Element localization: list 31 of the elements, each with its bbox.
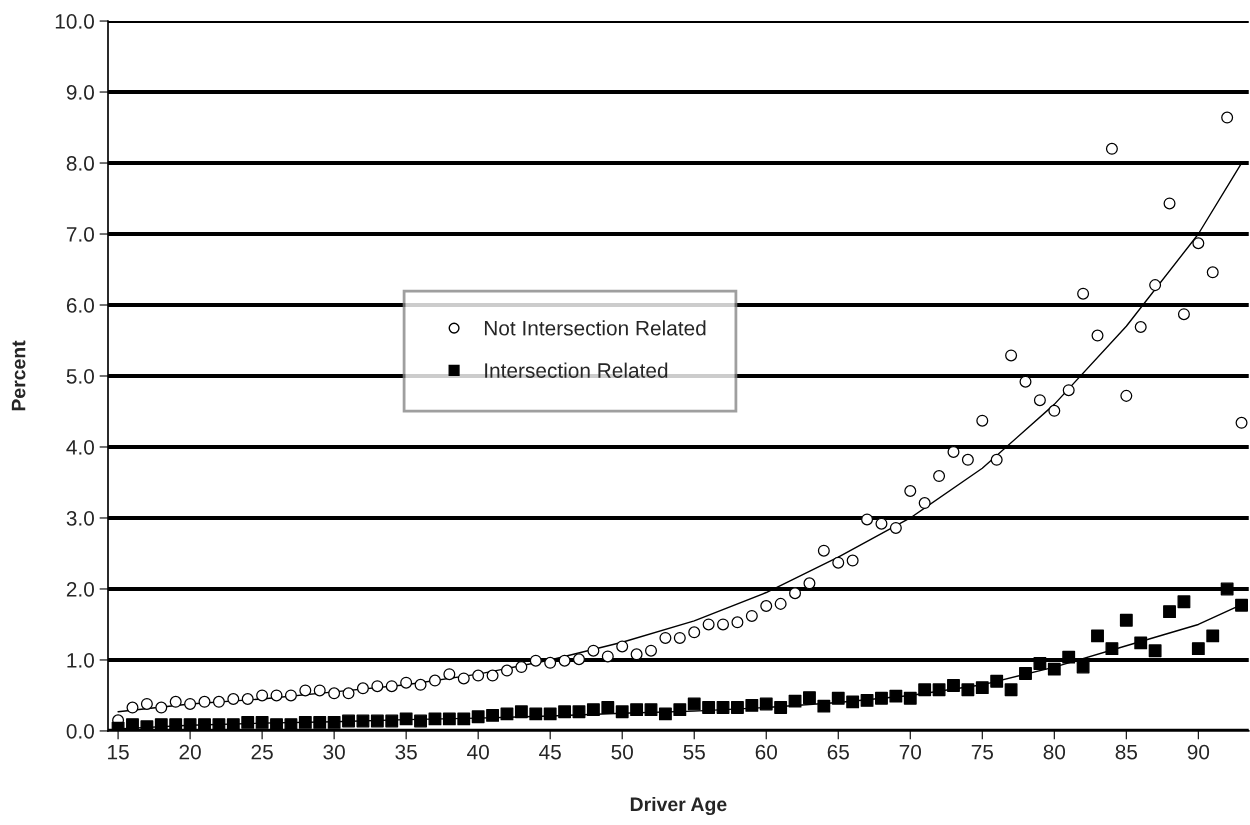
x-tick-label: 90	[1187, 744, 1210, 760]
x-tick-label: 55	[683, 744, 705, 760]
x-tick-label: 15	[108, 744, 129, 760]
x-tick-label: 80	[1043, 744, 1066, 760]
y-tick-label: 2.0	[66, 581, 94, 597]
y-tick-label: 0.0	[66, 723, 94, 739]
x-tick-label: 20	[179, 744, 201, 760]
y-tick-label: 9.0	[66, 85, 94, 100]
y-tick-label: 8.0	[66, 156, 94, 171]
x-tick-label: 35	[395, 744, 417, 760]
y-tick-label: 4.0	[66, 439, 94, 455]
y-axis-title: Percent	[11, 340, 26, 411]
y-tick-label: 10.0	[55, 14, 94, 29]
y-tick-label: 3.0	[66, 510, 94, 526]
y-tick-label: 1.0	[67, 652, 94, 668]
x-tick-label: 40	[467, 744, 489, 760]
x-tick-label: 25	[251, 744, 273, 760]
x-tick-label: 60	[755, 744, 778, 760]
x-tick-label: 45	[539, 744, 561, 760]
x-tick-label: 75	[971, 744, 993, 760]
y-tick-label: 7.0	[66, 227, 94, 242]
x-tick-label: 30	[323, 744, 345, 760]
x-tick-label: 85	[1115, 744, 1138, 760]
y-tick-label: 5.0	[66, 369, 94, 384]
x-axis-title: Driver Age	[630, 796, 727, 816]
x-tick-label: 70	[899, 744, 922, 760]
x-tick-label: 50	[611, 744, 633, 760]
legend-label: Intersection Related	[485, 362, 668, 378]
y-tick-label: 6.0	[66, 298, 94, 313]
x-tick-label: 65	[827, 744, 849, 760]
legend-label: Not Intersection Related	[484, 320, 706, 336]
